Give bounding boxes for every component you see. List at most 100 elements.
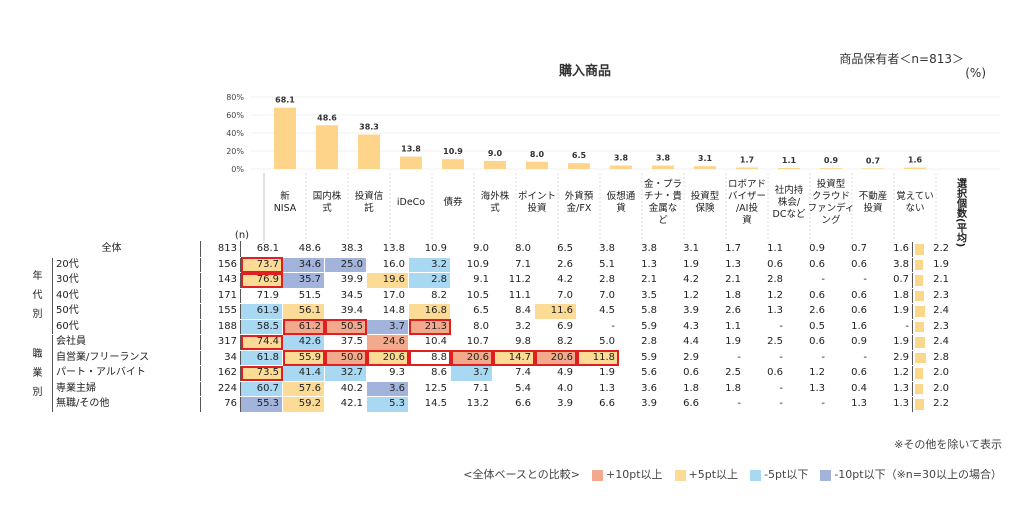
legend-swatch-minus10 xyxy=(820,469,832,481)
avg-value: 2.3 xyxy=(933,320,949,332)
legend-label-minus10: -10pt以下（※n=30以上の場合） xyxy=(834,468,1002,481)
legend-swatch-plus5 xyxy=(674,469,686,481)
value-cell: 38.3 xyxy=(324,241,367,258)
avg-cell: 2.3 xyxy=(912,318,953,335)
value-cell: 61.8 xyxy=(240,349,283,366)
bar xyxy=(358,134,380,169)
table-row: パート・アルバイト 162 73.5 41.4 32.7 9.3 8.6 3.7 7.4 4.9 1… xyxy=(23,365,953,382)
value-cell: 3.7 xyxy=(366,318,409,335)
y-tick-label: 20% xyxy=(226,147,244,156)
bar-value-label: 48.6 xyxy=(317,113,337,122)
value-cell: 3.8 xyxy=(618,241,661,258)
avg-header: 選択個数(平均) xyxy=(955,177,968,247)
category-label: ど xyxy=(658,215,668,226)
n-cell: 76 xyxy=(200,396,241,413)
category-label: ファンディ xyxy=(808,202,855,214)
avg-bar xyxy=(915,352,927,363)
value-cell: 1.9 xyxy=(660,256,703,273)
value-cell: 1.9 xyxy=(576,365,619,382)
value-cell: 5.0 xyxy=(576,334,619,351)
value-cell: 2.8 xyxy=(408,272,451,289)
value-cell: 3.1 xyxy=(660,241,703,258)
value-cell: 2.8 xyxy=(618,334,661,351)
value-cell: 25.0 xyxy=(324,256,367,273)
category-label: 託 xyxy=(364,202,374,214)
value-cell: 5.8 xyxy=(618,303,661,320)
value-cell: 1.6 xyxy=(828,318,871,335)
avg-bar xyxy=(915,383,923,394)
chart-title: 購入商品 xyxy=(558,64,611,79)
data-table: 全体 813 68.1 48.6 38.3 13.8 10.9 9.0 8.0 6.5 3.8 3.8… xyxy=(22,241,953,413)
category-label: バイザー xyxy=(728,191,766,202)
bar-value-label: 9.0 xyxy=(488,149,503,158)
value-cell: 59.2 xyxy=(282,396,325,413)
value-cell: 5.3 xyxy=(366,396,409,413)
value-cell: 0.9 xyxy=(786,241,829,258)
value-cell: 56.1 xyxy=(282,303,325,320)
row-label: 自営業/フリーランス xyxy=(52,349,201,366)
value-cell: 34.6 xyxy=(282,256,325,273)
avg-cell: 2.4 xyxy=(912,334,953,351)
value-cell: 10.9 xyxy=(450,256,493,273)
row-label: パート・アルバイト xyxy=(52,365,201,382)
value-cell: - xyxy=(786,349,829,366)
category-label: NISA xyxy=(274,203,297,214)
value-cell: 8.0 xyxy=(450,318,493,335)
category-label: ング xyxy=(821,214,841,226)
value-cell: 0.5 xyxy=(786,318,829,335)
value-cell: 12.5 xyxy=(408,380,451,397)
category-label: 金・プラ xyxy=(644,178,682,190)
avg-value: 2.4 xyxy=(933,336,949,347)
value-cell: - xyxy=(576,318,619,335)
bar-value-label: 3.1 xyxy=(698,154,713,163)
category-label: iDeCo xyxy=(397,197,425,208)
avg-cell: 2.1 xyxy=(912,272,953,289)
avg-value: 2.4 xyxy=(933,305,949,316)
value-cell: 39.4 xyxy=(324,303,367,320)
value-cell: 6.6 xyxy=(576,396,619,413)
row-label: 全体 xyxy=(22,241,201,258)
value-cell: - xyxy=(870,318,913,335)
value-cell: 3.2 xyxy=(408,256,451,273)
category-label: 資 xyxy=(742,214,752,226)
category-label: 国内株 xyxy=(313,190,342,202)
category-label: 投資型 xyxy=(691,190,720,202)
value-cell: 0.9 xyxy=(828,334,871,351)
value-cell: 19.6 xyxy=(366,272,409,289)
value-cell: 4.0 xyxy=(534,380,577,397)
value-cell: 51.5 xyxy=(282,287,325,304)
value-cell: 0.6 xyxy=(828,303,871,320)
value-cell: 7.0 xyxy=(534,287,577,304)
bar-value-label: 0.7 xyxy=(866,156,880,165)
value-cell: 1.3 xyxy=(786,380,829,397)
value-cell: 1.3 xyxy=(744,303,787,320)
value-cell: 0.6 xyxy=(828,287,871,304)
category-label: 金属な xyxy=(649,202,678,214)
value-cell: 4.5 xyxy=(576,303,619,320)
value-cell: 61.9 xyxy=(240,303,283,320)
value-cell: - xyxy=(828,272,871,289)
category-label: チナ・貴 xyxy=(644,190,682,202)
table-row: 30代 143 76.9 35.7 39.9 19.6 2.8 9.1 11.2 4.2 2.8 2.… xyxy=(23,272,953,289)
value-cell: 76.9 xyxy=(240,272,283,289)
table-row: 職業別 会社員 317 74.4 42.6 37.5 24.6 10.4 10.7 9.8 8.2 5… xyxy=(22,334,953,413)
value-cell: 0.6 xyxy=(660,365,703,382)
value-cell: 1.2 xyxy=(744,287,787,304)
value-cell: - xyxy=(786,272,829,289)
value-cell: - xyxy=(702,396,745,413)
category-label: 式 xyxy=(322,202,332,214)
n-cell: 813 xyxy=(200,241,241,258)
value-cell: 1.6 xyxy=(870,241,913,258)
avg-bar xyxy=(915,290,925,301)
value-cell: 6.6 xyxy=(660,396,703,413)
value-cell: - xyxy=(786,396,829,413)
value-cell: 8.4 xyxy=(492,303,535,320)
value-cell: - xyxy=(744,380,787,397)
y-tick-label: 80% xyxy=(226,93,244,102)
legend-swatch-minus5 xyxy=(750,469,762,481)
value-cell: 9.1 xyxy=(450,272,493,289)
value-cell: 57.6 xyxy=(282,380,325,397)
value-cell: 0.7 xyxy=(828,241,871,258)
avg-cell: 1.9 xyxy=(912,256,953,273)
bar xyxy=(526,161,548,169)
